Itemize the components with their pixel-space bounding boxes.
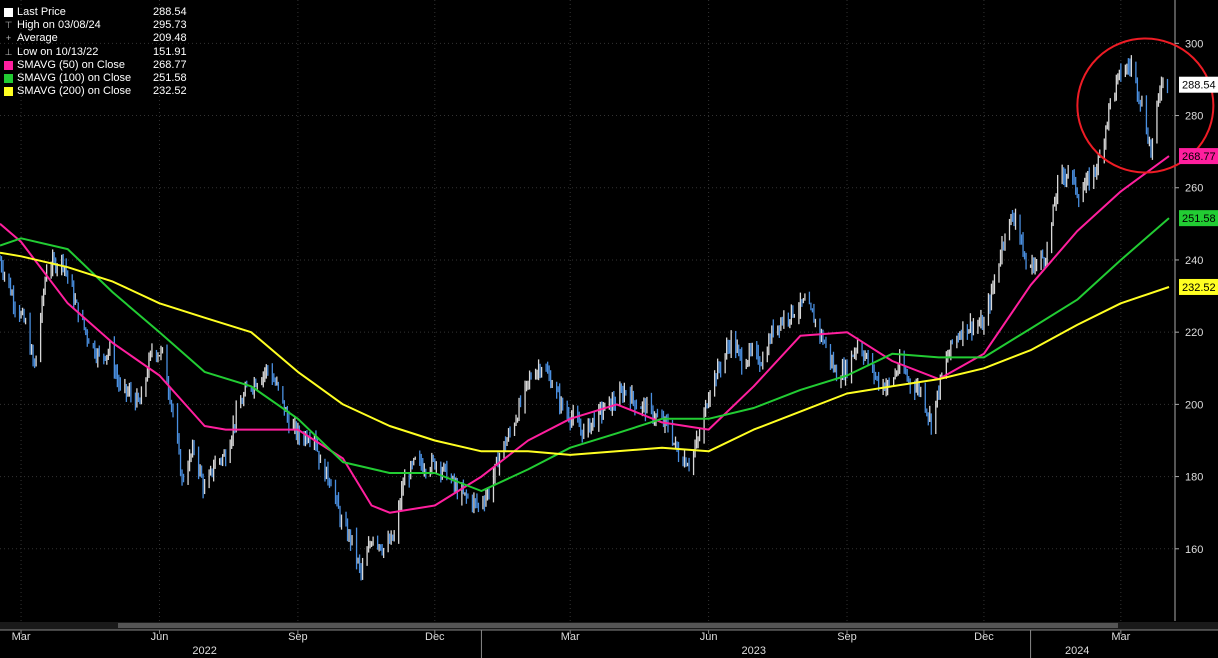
y-tick-label: 300 xyxy=(1185,38,1203,50)
legend-row: ⊥ Low on 10/13/22 151.91 xyxy=(4,46,187,59)
y-axis: 160 180 200 220 240 260 280 300 xyxy=(1174,0,1203,621)
legend-swatch xyxy=(4,87,13,97)
moving-averages xyxy=(0,155,1170,514)
y-tick-label: 280 xyxy=(1185,111,1203,123)
x-tick-label: Sep xyxy=(837,631,857,643)
sma-line-50 xyxy=(0,155,1170,514)
year-label: 2022 xyxy=(192,645,216,657)
legend-value: 268.77 xyxy=(153,58,187,71)
legend-label: Last Price xyxy=(17,6,66,18)
x-tick-label: Jun xyxy=(151,631,169,643)
x-tick-label: Jun xyxy=(700,631,718,643)
price-tag xyxy=(1179,210,1218,227)
low-marker-icon: ⊥ xyxy=(4,46,13,57)
legend-row: ⊤ High on 03/08/24 295.73 xyxy=(4,19,187,32)
legend-value: 295.73 xyxy=(153,19,187,32)
x-tick-label: Dec xyxy=(425,631,445,643)
legend-row: SMAVG (50) on Close 268.77 xyxy=(4,59,187,72)
legend-swatch xyxy=(4,60,13,70)
x-tick-label: Mar xyxy=(1111,631,1130,643)
legend-row: Last Price 288.54 xyxy=(4,6,187,19)
legend-value: 232.52 xyxy=(153,85,187,98)
legend-label: Low on 10/13/22 xyxy=(17,45,99,58)
x-tick-label: Dec xyxy=(974,631,994,643)
y-tick-label: 160 xyxy=(1185,544,1203,556)
avg-marker-icon: + xyxy=(5,33,12,44)
legend-swatch xyxy=(4,74,13,84)
scroll-thumb[interactable] xyxy=(118,623,1118,628)
legend-label: High on 03/08/24 xyxy=(17,19,101,32)
price-tag xyxy=(1179,148,1218,165)
price-tag-label: 232.52 xyxy=(1182,282,1216,294)
y-tick-label: 180 xyxy=(1185,472,1203,484)
y-tick-label: 240 xyxy=(1185,255,1203,267)
legend-row: SMAVG (100) on Close 251.58 xyxy=(4,72,187,85)
y-tick-label: 200 xyxy=(1185,399,1203,411)
y-tick-label: 220 xyxy=(1185,327,1203,339)
legend-row: SMAVG (200) on Close 232.52 xyxy=(4,85,187,98)
legend-value: 288.54 xyxy=(153,6,187,18)
x-tick-label: Mar xyxy=(12,631,31,643)
x-axis: Mar Jun Sep Dec Mar Jun Sep Dec Mar 2022 2023 2024 xyxy=(0,622,1218,658)
legend-value: 209.48 xyxy=(153,32,187,45)
x-tick-label: Mar xyxy=(561,631,580,643)
price-tags: 288.54 268.77 251.58 232.52 xyxy=(1179,76,1218,295)
price-tag xyxy=(1179,76,1218,93)
sma-line-100 xyxy=(0,217,1170,492)
legend-label: SMAVG (200) on Close xyxy=(17,85,132,98)
legend-swatch xyxy=(4,8,13,18)
y-tick-label: 260 xyxy=(1185,183,1203,195)
legend-label: SMAVG (50) on Close xyxy=(17,58,126,71)
legend-value: 251.58 xyxy=(153,71,187,84)
legend: Last Price 288.54 ⊤ High on 03/08/24 295.73 +… xyxy=(4,6,187,98)
annotation-circle xyxy=(1076,37,1215,174)
price-tag xyxy=(1179,278,1218,295)
x-tick-label: Sep xyxy=(288,631,308,643)
price-tag-label: 268.77 xyxy=(1182,151,1216,163)
legend-value: 151.91 xyxy=(153,45,187,58)
legend-row: + Average 209.48 xyxy=(4,32,187,45)
high-marker-icon: ⊤ xyxy=(4,20,13,31)
price-tag-label: 288.54 xyxy=(1182,80,1216,92)
year-label: 2024 xyxy=(1065,645,1089,657)
year-label: 2023 xyxy=(742,645,766,657)
highlight-circle xyxy=(1076,37,1215,174)
sma-line-200 xyxy=(0,251,1170,456)
price-tag-label: 251.58 xyxy=(1182,213,1216,225)
legend-label: Average xyxy=(17,32,58,45)
legend-label: SMAVG (100) on Close xyxy=(17,71,132,84)
